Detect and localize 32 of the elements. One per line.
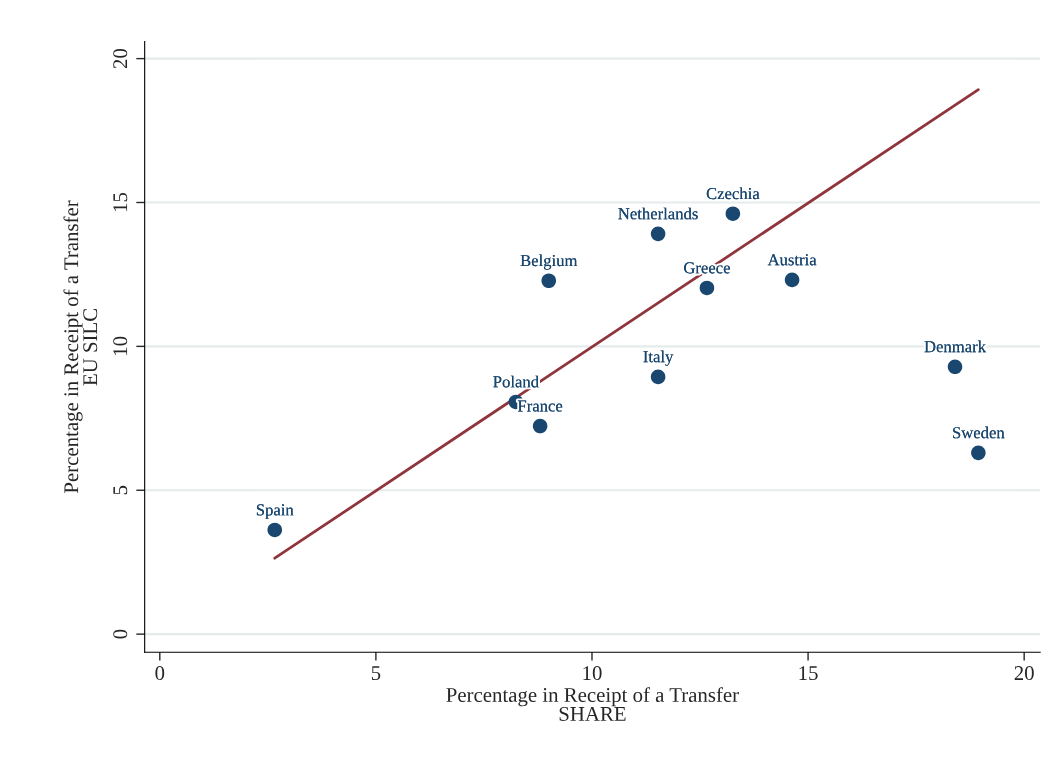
annotation: Spain — [256, 504, 294, 519]
y-tick-label: 20 — [113, 48, 128, 69]
point — [784, 272, 800, 288]
annotation: Denmark — [924, 340, 987, 353]
annotation: Poland — [493, 375, 539, 388]
point — [650, 226, 666, 242]
x-axis-title: Percentage in Receipt of a Transfer SHARE — [446, 687, 739, 721]
point — [267, 522, 283, 538]
y-tick-label: 15 — [113, 192, 128, 212]
x-tick-label: 10 — [583, 666, 602, 681]
point — [947, 359, 963, 375]
annotation: Italy — [643, 350, 674, 366]
annotation: Sweden — [953, 426, 1005, 439]
x-tick-label: 20 — [1014, 666, 1034, 681]
y-axis-title: Percentage in Receipt of a Transfer EU SILC — [63, 200, 98, 494]
point — [532, 418, 548, 434]
annotation: Czechia — [706, 187, 760, 200]
annotation: Belgium — [520, 254, 578, 270]
y-tick-label: 10 — [113, 336, 128, 355]
point — [971, 445, 986, 461]
annotation: Austria — [767, 254, 817, 266]
x-tick-label: 5 — [371, 666, 381, 681]
annotation: France — [517, 400, 563, 412]
x-tick-label: 0 — [155, 666, 165, 681]
annotation: Netherlands — [618, 207, 698, 220]
x-tick-label: 15 — [799, 666, 818, 681]
point — [541, 273, 557, 289]
point — [699, 280, 715, 296]
y-tick-label: 5 — [113, 485, 128, 495]
point — [650, 369, 666, 385]
point — [725, 206, 741, 221]
y-tick-label: 0 — [113, 629, 128, 639]
